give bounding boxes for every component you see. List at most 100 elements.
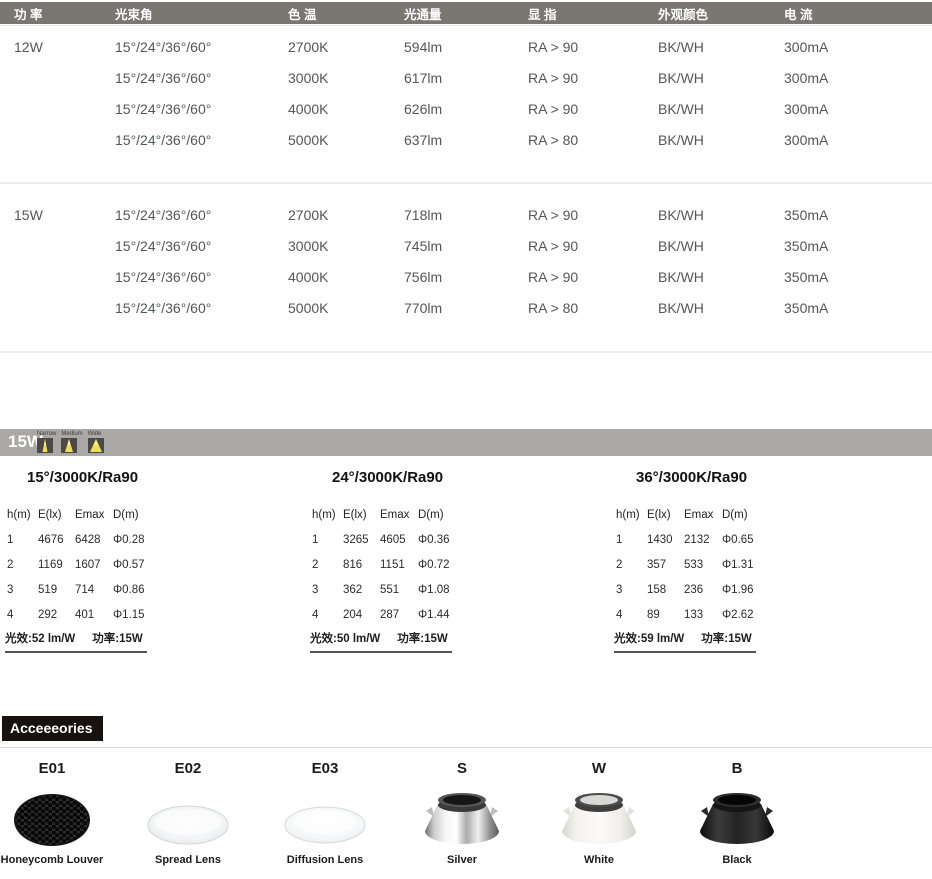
emax-value: 714: [75, 583, 95, 596]
h-value: 3: [7, 583, 14, 596]
table-row: 15°/24°/36°/60° 5000K 770lm RA > 80 BK/W…: [0, 292, 932, 323]
ptable-footer: 光效:52 lm/W 功率:15W: [5, 630, 147, 653]
d-value: Φ0.57: [113, 558, 145, 571]
photometric-table-15deg: 15°/3000K/Ra90 h(m) E(lx) Emax D(m) 1 46…: [5, 456, 257, 653]
beam-angle-value: 15°/24°/36°/60°: [115, 299, 212, 316]
spec-group-12w: 12W 15°/24°/36°/60° 2700K 594lm RA > 90 …: [0, 31, 932, 155]
table-row: 1 4676 6428 Φ0.28: [7, 527, 257, 552]
d-value: Φ2.62: [722, 608, 754, 621]
col-header-cri: 显 指: [528, 7, 557, 22]
table-row: 3 519 714 Φ0.86: [7, 577, 257, 602]
ptable-col-e: E(lx): [647, 508, 671, 521]
ptable-title: 15°/3000K/Ra90: [27, 469, 139, 486]
e-value: 158: [647, 583, 667, 596]
accessories-title: Acceeeories: [2, 716, 103, 741]
h-value: 4: [7, 608, 14, 621]
finish-value: BK/WH: [658, 237, 704, 254]
beam-icon-group: Narrow Medium Wide: [37, 430, 104, 453]
current-value: 300mA: [784, 100, 829, 117]
beam-angle-value: 15°/24°/36°/60°: [115, 268, 212, 285]
current-value: 350mA: [784, 268, 829, 285]
flux-value: 637lm: [404, 131, 443, 148]
h-value: 2: [312, 558, 319, 571]
table-row: 3 158 236 Φ1.96: [616, 577, 866, 602]
beam-wide: Wide: [87, 430, 104, 453]
table-row: 2 357 533 Φ1.31: [616, 552, 866, 577]
e-value: 89: [647, 608, 660, 621]
diffusion-lens-image: [250, 788, 400, 852]
table-row: 12W 15°/24°/36°/60° 2700K 594lm RA > 90 …: [0, 31, 932, 62]
ptable-col-emax: Emax: [380, 508, 410, 521]
finish-value: BK/WH: [658, 69, 704, 86]
cct-value: 5000K: [288, 131, 329, 148]
accessory-code: E03: [311, 760, 339, 777]
ptable-title: 24°/3000K/Ra90: [332, 469, 444, 486]
power-value: 12W: [14, 38, 43, 55]
ptable-footer: 光效:59 lm/W 功率:15W: [614, 630, 756, 653]
accessory-code: W: [591, 760, 607, 777]
e-value: 292: [38, 608, 58, 621]
flux-value: 718lm: [404, 206, 443, 223]
beam-angle-value: 15°/24°/36°/60°: [115, 69, 212, 86]
photometric-section-bar: 15W Narrow Medium Wide: [0, 429, 932, 456]
finish-value: BK/WH: [658, 206, 704, 223]
current-value: 350mA: [784, 206, 829, 223]
table-row: 4 204 287 Φ1.44: [312, 602, 562, 627]
table-row: 15°/24°/36°/60° 3000K 617lm RA > 90 BK/W…: [0, 62, 932, 93]
h-value: 2: [7, 558, 14, 571]
black-reflector-image: [662, 788, 812, 852]
table-row: 15°/24°/36°/60° 5000K 637lm RA > 80 BK/W…: [0, 124, 932, 155]
finish-value: BK/WH: [658, 100, 704, 117]
e-value: 519: [38, 583, 58, 596]
cri-value: RA > 90: [528, 237, 579, 254]
power-value: 功率:15W: [701, 633, 752, 645]
honeycomb-louver-image: [0, 788, 127, 852]
table-row: 4 292 401 Φ1.15: [7, 602, 257, 627]
beam-wide-label: Wide: [87, 431, 102, 437]
table-row: 1 1430 2132 Φ0.65: [616, 527, 866, 552]
ptable-col-d: D(m): [418, 508, 444, 521]
group-divider: [0, 182, 932, 184]
col-header-power: 功 率: [14, 7, 43, 22]
accessory-caption: Spread Lens: [154, 854, 222, 866]
cri-value: RA > 90: [528, 100, 579, 117]
beam-angle-value: 15°/24°/36°/60°: [115, 237, 212, 254]
table-row: 2 1169 1607 Φ0.57: [7, 552, 257, 577]
accessory-code: B: [731, 760, 743, 777]
beam-angle-value: 15°/24°/36°/60°: [115, 206, 212, 223]
power-value: 功率:15W: [397, 633, 448, 645]
photometric-table-36deg: 36°/3000K/Ra90 h(m) E(lx) Emax D(m) 1 14…: [614, 456, 866, 653]
d-value: Φ1.96: [722, 583, 754, 596]
emax-value: 133: [684, 608, 704, 621]
col-header-cct: 色 温: [288, 7, 317, 22]
accessory-caption: White: [584, 854, 614, 866]
emax-value: 1607: [75, 558, 101, 571]
emax-value: 551: [380, 583, 400, 596]
e-value: 1169: [38, 558, 63, 571]
cct-value: 4000K: [288, 268, 329, 285]
h-value: 3: [312, 583, 319, 596]
flux-value: 770lm: [404, 299, 443, 316]
cct-value: 2700K: [288, 206, 329, 223]
photometric-table-24deg: 24°/3000K/Ra90 h(m) E(lx) Emax D(m) 1 32…: [310, 456, 562, 653]
flux-value: 626lm: [404, 100, 443, 117]
spread-lens-image: [113, 788, 263, 852]
h-value: 4: [312, 608, 319, 621]
e-value: 1430: [647, 533, 673, 546]
emax-value: 1151: [380, 558, 405, 571]
current-value: 300mA: [784, 38, 829, 55]
current-value: 350mA: [784, 299, 829, 316]
col-header-current: 电 流: [784, 7, 813, 22]
medium-beam-icon: [61, 438, 78, 453]
d-value: Φ0.36: [418, 533, 450, 546]
ptable-col-h: h(m): [7, 508, 31, 521]
emax-value: 2132: [684, 533, 710, 546]
d-value: Φ0.86: [113, 583, 145, 596]
ptable-col-emax: Emax: [75, 508, 105, 521]
emax-value: 6428: [75, 533, 101, 546]
table-row: 3 362 551 Φ1.08: [312, 577, 562, 602]
h-value: 1: [616, 533, 623, 546]
current-value: 300mA: [784, 69, 829, 86]
current-value: 300mA: [784, 131, 829, 148]
